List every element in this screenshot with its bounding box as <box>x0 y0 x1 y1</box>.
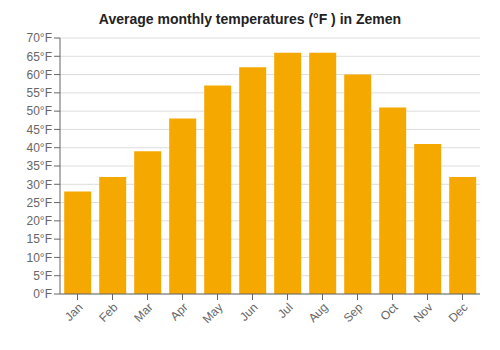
svg-text:0°F: 0°F <box>33 287 52 301</box>
svg-text:Oct: Oct <box>378 300 402 324</box>
svg-text:Mar: Mar <box>131 300 156 325</box>
svg-text:10°F: 10°F <box>27 251 52 265</box>
svg-text:25°F: 25°F <box>27 196 52 210</box>
svg-text:20°F: 20°F <box>27 214 52 228</box>
svg-text:Nov: Nov <box>411 300 436 325</box>
svg-text:Jan: Jan <box>62 300 86 324</box>
svg-text:65°F: 65°F <box>27 50 52 64</box>
svg-text:60°F: 60°F <box>27 68 52 82</box>
svg-text:70°F: 70°F <box>27 31 52 45</box>
svg-text:Feb: Feb <box>96 300 121 325</box>
svg-text:50°F: 50°F <box>27 104 52 118</box>
svg-text:Jul: Jul <box>275 300 296 321</box>
svg-text:May: May <box>200 300 226 326</box>
svg-text:35°F: 35°F <box>27 159 52 173</box>
svg-text:Jun: Jun <box>237 300 261 324</box>
svg-text:15°F: 15°F <box>27 232 52 246</box>
svg-text:Dec: Dec <box>446 300 471 325</box>
svg-text:45°F: 45°F <box>27 123 52 137</box>
svg-text:Aug: Aug <box>306 300 331 325</box>
svg-text:40°F: 40°F <box>27 141 52 155</box>
svg-text:30°F: 30°F <box>27 178 52 192</box>
svg-text:Apr: Apr <box>168 300 191 323</box>
svg-text:5°F: 5°F <box>33 269 52 283</box>
svg-text:55°F: 55°F <box>27 86 52 100</box>
svg-text:Sep: Sep <box>341 300 366 325</box>
html-text:Average monthly temperatures (: Average monthly temperatures (°F ) in Ze… <box>98 11 402 27</box>
